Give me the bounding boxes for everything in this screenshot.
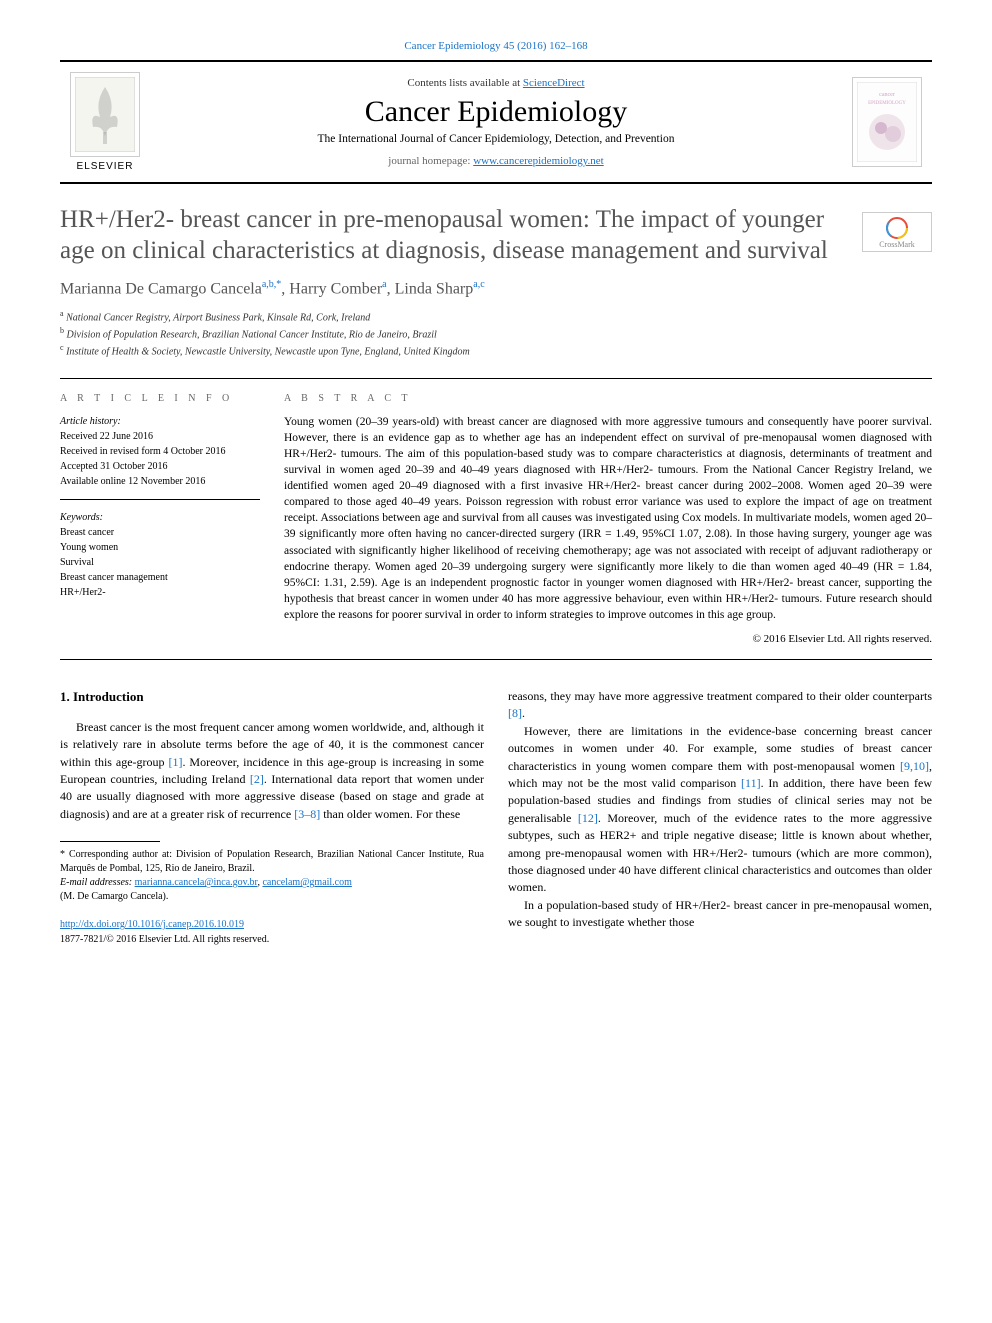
history-online: Available online 12 November 2016 [60, 474, 260, 489]
ref-link[interactable]: [1] [168, 755, 182, 769]
publisher-block: ELSEVIER [60, 72, 150, 172]
contents-text: Contents lists available at [407, 77, 522, 89]
keyword: Breast cancer [60, 525, 260, 540]
author-1: Marianna De Camargo Cancela [60, 280, 262, 297]
history-label: Article history: [60, 414, 260, 429]
keywords-label: Keywords: [60, 510, 260, 525]
corresponding-author: * Corresponding author at: Division of P… [60, 848, 484, 876]
cover-thumbnail: cancer EPIDEMIOLOGY [842, 77, 932, 167]
body-paragraph: In a population-based study of HR+/Her2-… [508, 897, 932, 932]
publisher-name: ELSEVIER [77, 161, 134, 172]
authors-line: Marianna De Camargo Cancelaa,b,*, Harry … [60, 279, 932, 298]
section-heading-1: 1. Introduction [60, 688, 484, 707]
affiliation-b: b Division of Population Research, Brazi… [60, 325, 932, 342]
journal-subtitle: The International Journal of Cancer Epid… [150, 133, 842, 145]
article-info-column: A R T I C L E I N F O Article history: R… [60, 393, 260, 645]
sciencedirect-link[interactable]: ScienceDirect [523, 77, 585, 89]
history-accepted: Accepted 31 October 2016 [60, 459, 260, 474]
elsevier-tree-icon [70, 72, 140, 157]
footnotes: * Corresponding author at: Division of P… [60, 848, 484, 904]
keyword: HR+/Her2- [60, 585, 260, 600]
body-paragraph: Breast cancer is the most frequent cance… [60, 719, 484, 823]
keyword: Breast cancer management [60, 570, 260, 585]
journal-header: ELSEVIER Contents lists available at Sci… [60, 60, 932, 184]
ref-link[interactable]: [12] [578, 811, 598, 825]
doi-link[interactable]: http://dx.doi.org/10.1016/j.canep.2016.1… [60, 919, 244, 930]
info-heading: A R T I C L E I N F O [60, 393, 260, 404]
affiliation-c: c Institute of Health & Society, Newcast… [60, 342, 932, 359]
journal-reference: Cancer Epidemiology 45 (2016) 162–168 [60, 40, 932, 52]
ref-link[interactable]: [3–8] [294, 807, 320, 821]
history-revised: Received in revised form 4 October 2016 [60, 444, 260, 459]
author-3: , Linda Sharp [387, 280, 474, 297]
homepage-link[interactable]: www.cancerepidemiology.net [473, 155, 604, 167]
affiliation-a: a National Cancer Registry, Airport Busi… [60, 308, 932, 325]
keywords-block: Keywords: Breast cancer Young women Surv… [60, 510, 260, 600]
svg-text:EPIDEMIOLOGY: EPIDEMIOLOGY [868, 101, 906, 106]
email-author-paren: (M. De Camargo Cancela). [60, 890, 484, 904]
history-received: Received 22 June 2016 [60, 429, 260, 444]
footer-links: http://dx.doi.org/10.1016/j.canep.2016.1… [60, 918, 484, 947]
author-3-aff: a,c [473, 279, 484, 290]
article-history: Article history: Received 22 June 2016 R… [60, 414, 260, 500]
body-text: 1. Introduction Breast cancer is the mos… [60, 688, 932, 947]
ref-link[interactable]: [11] [741, 776, 761, 790]
abstract-text: Young women (20–39 years-old) with breas… [284, 414, 932, 623]
email-link[interactable]: cancelam@gmail.com [262, 877, 351, 888]
ref-link[interactable]: [8] [508, 706, 522, 720]
issn-copyright: 1877-7821/© 2016 Elsevier Ltd. All right… [60, 933, 484, 948]
article-title: HR+/Her2- breast cancer in pre-menopausa… [60, 204, 830, 267]
author-1-aff: a,b, [262, 279, 276, 290]
keyword: Young women [60, 540, 260, 555]
abstract-column: A B S T R A C T Young women (20–39 years… [284, 393, 932, 645]
abstract-copyright: © 2016 Elsevier Ltd. All rights reserved… [284, 633, 932, 645]
svg-text:cancer: cancer [879, 92, 895, 98]
crossmark-badge[interactable]: CrossMark [862, 212, 932, 252]
ref-link[interactable]: [2] [250, 772, 264, 786]
author-2: , Harry Comber [281, 280, 382, 297]
affiliations: a National Cancer Registry, Airport Busi… [60, 308, 932, 360]
contents-available: Contents lists available at ScienceDirec… [150, 77, 842, 89]
footnote-rule [60, 841, 160, 842]
crossmark-label: CrossMark [879, 240, 915, 249]
body-paragraph: reasons, they may have more aggressive t… [508, 688, 932, 723]
journal-cover-icon: cancer EPIDEMIOLOGY [852, 77, 922, 167]
email-line: E-mail addresses: marianna.cancela@inca.… [60, 876, 484, 890]
journal-name: Cancer Epidemiology [150, 95, 842, 129]
abstract-heading: A B S T R A C T [284, 393, 932, 404]
keyword: Survival [60, 555, 260, 570]
ref-link[interactable]: [9,10] [900, 759, 929, 773]
homepage-label: journal homepage: [388, 155, 473, 167]
homepage-line: journal homepage: www.cancerepidemiology… [150, 155, 842, 167]
email-link[interactable]: marianna.cancela@inca.gov.br [135, 877, 258, 888]
body-paragraph: However, there are limitations in the ev… [508, 723, 932, 897]
